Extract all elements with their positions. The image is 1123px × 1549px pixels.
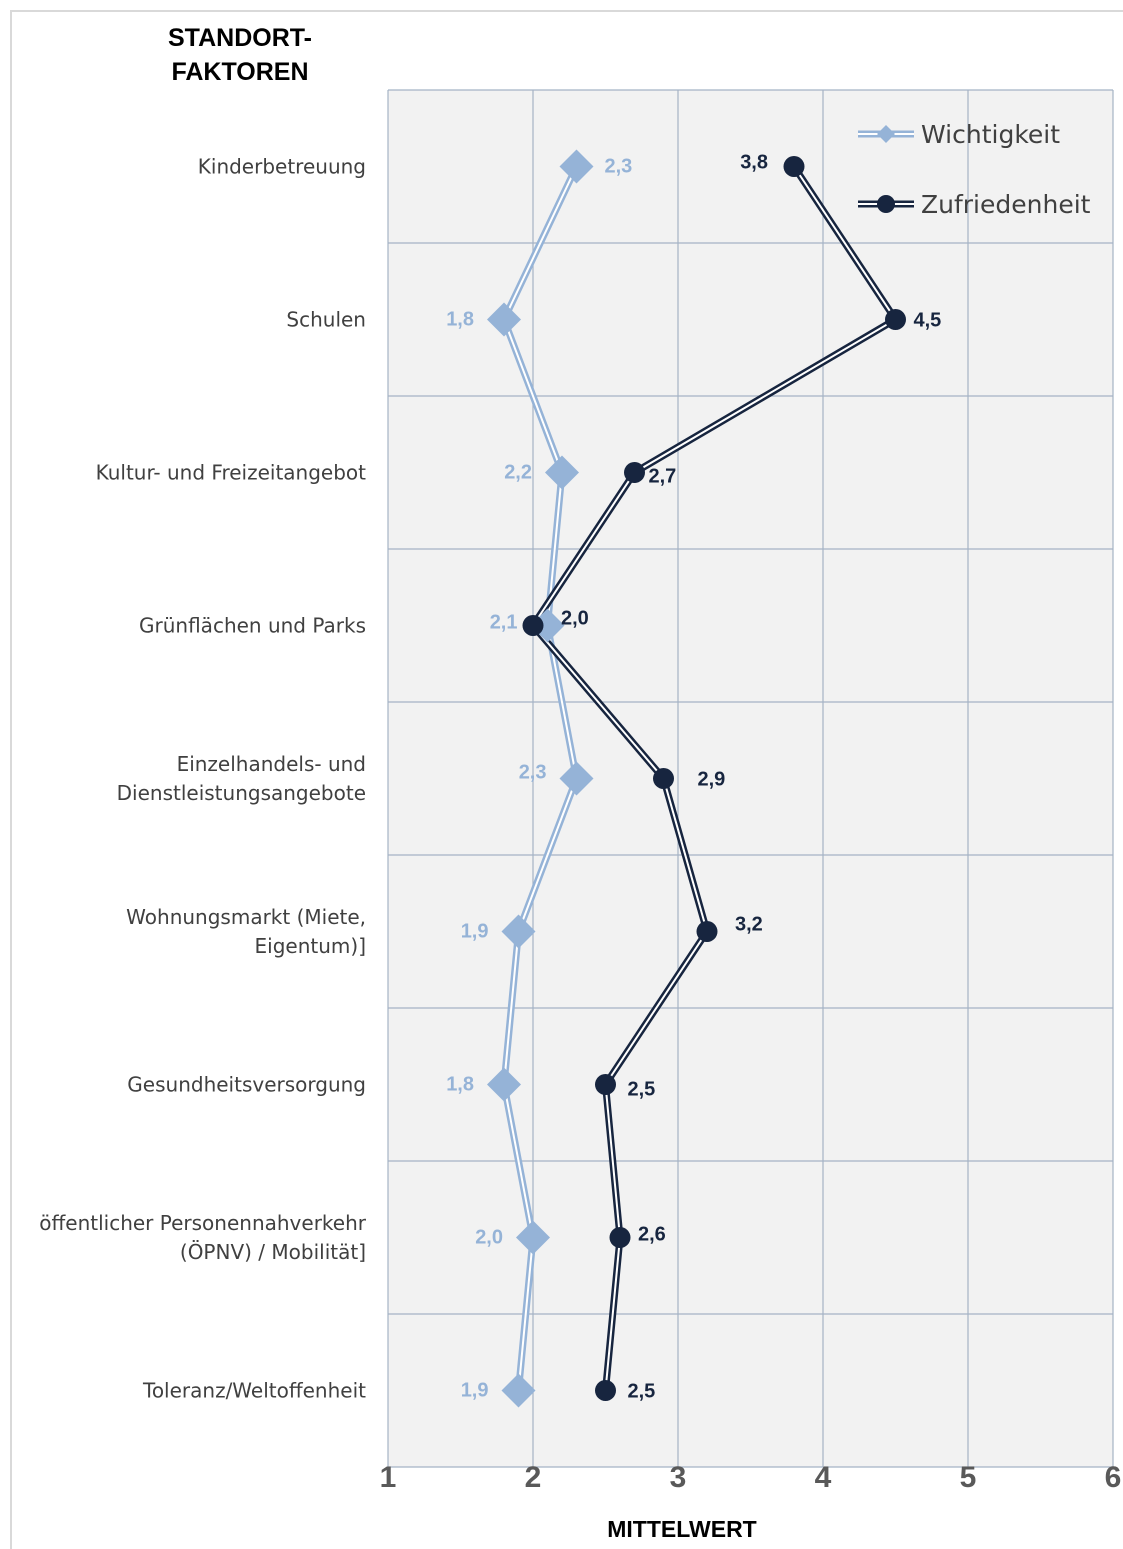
category-label: Gesundheitsversorgung xyxy=(127,1073,366,1097)
legend-wichtigkeit-label: Wichtigkeit xyxy=(921,120,1060,149)
wichtigkeit-point xyxy=(559,761,594,796)
category-label: Schulen xyxy=(286,308,366,332)
zufriedenheit-point xyxy=(609,1227,631,1248)
zufriedenheit-point xyxy=(595,1074,616,1095)
plot-area xyxy=(388,90,1113,1467)
wichtigkeit-point xyxy=(516,1220,550,1255)
legend-wichtigkeit-marker xyxy=(877,125,895,143)
zufriedenheit-data-label: 4,5 xyxy=(914,310,942,332)
category-label: Einzelhandels- und xyxy=(177,752,366,776)
zufriedenheit-point xyxy=(653,768,674,789)
legend-zufriedenheit-label: Zufriedenheit xyxy=(921,190,1091,219)
chart-frame xyxy=(10,10,1123,1549)
category-label: Grünflächen und Parks xyxy=(139,614,366,638)
x-tick-label: 2 xyxy=(525,1461,542,1494)
zufriedenheit-data-label: 2,0 xyxy=(561,608,589,630)
zufriedenheit-data-label: 2,5 xyxy=(628,1079,656,1101)
wichtigkeit-data-label: 2,2 xyxy=(504,462,532,484)
wichtigkeit-data-label: 1,9 xyxy=(461,921,489,943)
x-tick-label: 6 xyxy=(1105,1461,1122,1494)
zufriedenheit-point xyxy=(522,615,544,636)
wichtigkeit-data-label: 1,8 xyxy=(446,309,474,331)
y-axis-title: FAKTOREN xyxy=(171,58,308,86)
wichtigkeit-data-label: 2,0 xyxy=(475,1227,503,1249)
wichtigkeit-data-label: 2,3 xyxy=(605,156,633,178)
legend-zufriedenheit-marker xyxy=(877,195,895,213)
y-axis-title: STANDORT- xyxy=(168,24,312,52)
category-label: Eigentum)] xyxy=(255,934,366,958)
zufriedenheit-point xyxy=(624,462,645,483)
x-tick-label: 5 xyxy=(960,1461,977,1494)
wichtigkeit-data-label: 2,1 xyxy=(490,612,518,634)
zufriedenheit-point xyxy=(885,309,906,330)
category-label: (ÖPNV) / Mobilität] xyxy=(180,1240,366,1264)
wichtigkeit-data-label: 2,3 xyxy=(519,762,547,784)
zufriedenheit-point xyxy=(696,921,718,942)
x-tick-label: 4 xyxy=(815,1461,832,1494)
category-label: Kultur- und Freizeitangebot xyxy=(96,461,367,485)
zufriedenheit-data-label: 2,7 xyxy=(649,466,677,488)
wichtigkeit-point xyxy=(487,302,521,337)
zufriedenheit-data-label: 2,6 xyxy=(638,1224,666,1246)
wichtigkeit-point xyxy=(545,455,579,490)
zufriedenheit-point xyxy=(595,1380,616,1401)
zufriedenheit-point xyxy=(783,156,805,177)
category-label: Toleranz/Weltoffenheit xyxy=(142,1379,366,1403)
zufriedenheit-data-label: 3,8 xyxy=(740,152,768,174)
wichtigkeit-point xyxy=(487,1067,521,1102)
x-tick-label: 3 xyxy=(670,1461,687,1494)
wichtigkeit-data-label: 1,8 xyxy=(446,1074,474,1096)
zufriedenheit-data-label: 2,5 xyxy=(628,1381,656,1403)
category-label: Dienstleistungsangebote xyxy=(117,781,366,805)
wichtigkeit-point xyxy=(559,149,594,184)
zufriedenheit-data-label: 3,2 xyxy=(735,914,763,936)
wichtigkeit-point xyxy=(501,914,536,949)
category-label: Kinderbetreuung xyxy=(198,155,366,179)
zufriedenheit-data-label: 2,9 xyxy=(698,769,726,791)
category-label: öffentlicher Personennahverkehr xyxy=(39,1211,367,1235)
x-tick-label: 1 xyxy=(380,1461,397,1494)
wichtigkeit-point xyxy=(501,1373,536,1408)
category-label: Wohnungsmarkt (Miete, xyxy=(126,905,366,929)
wichtigkeit-data-label: 1,9 xyxy=(461,1380,489,1402)
x-axis-title: MITTELWERT xyxy=(607,1516,756,1542)
